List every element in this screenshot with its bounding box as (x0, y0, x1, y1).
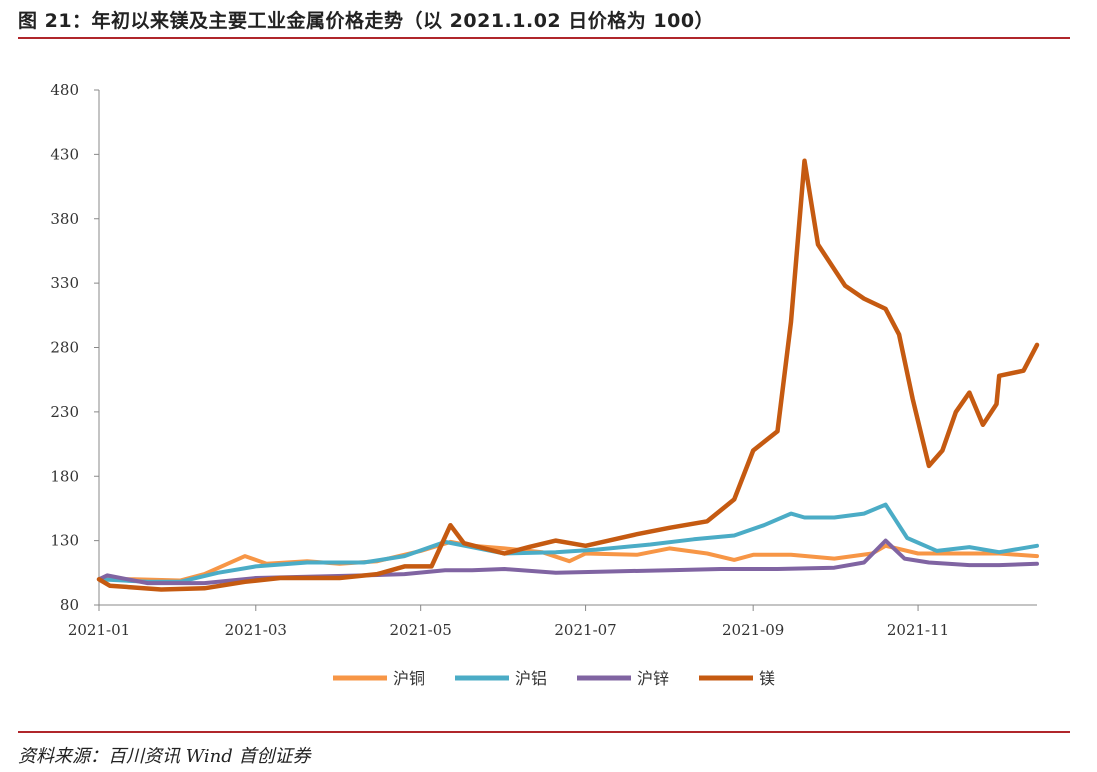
y-tick-label: 480 (50, 81, 79, 99)
series-line-3 (97, 538, 1039, 586)
y-tick-label: 180 (50, 467, 79, 485)
series-line-2 (97, 502, 1039, 584)
x-tick-label: 2021-03 (225, 621, 287, 639)
y-tick-label: 80 (60, 596, 79, 614)
x-tick-label: 2021-07 (554, 621, 616, 639)
chart-legend: 沪铜 沪铝 沪锌 镁 (333, 669, 775, 688)
y-tick-label: 280 (50, 339, 79, 357)
y-tick-label: 380 (50, 210, 79, 228)
x-tick-label: 2021-09 (722, 621, 784, 639)
footer-rule (18, 731, 1070, 733)
y-tick-label: 130 (50, 532, 79, 550)
y-tick-label: 330 (50, 274, 79, 292)
legend-label: 沪铝 (515, 669, 547, 688)
series-line-1 (97, 539, 1039, 583)
legend-label: 镁 (759, 669, 775, 688)
series-line-4 (96, 158, 1040, 592)
x-tick-label: 2021-05 (390, 621, 452, 639)
chart-title: 图 21：年初以来镁及主要工业金属价格走势（以 2021.1.02 日价格为 1… (18, 10, 715, 32)
title-rule (18, 37, 1070, 39)
source-note: 资料来源：百川资讯 Wind 首创证券 (18, 746, 311, 767)
x-tick-label: 2021-01 (68, 621, 130, 639)
y-tick-label: 230 (50, 403, 79, 421)
y-tick-label: 430 (50, 145, 79, 163)
legend-label: 沪铜 (393, 669, 425, 688)
chart-series-lines (96, 158, 1040, 592)
chart-axes: 80 130 180 230 280 330 380 430 480 2021-01 2021-03… (50, 81, 1037, 639)
x-tick-label: 2021-11 (887, 621, 949, 639)
legend-label: 沪锌 (637, 669, 669, 688)
